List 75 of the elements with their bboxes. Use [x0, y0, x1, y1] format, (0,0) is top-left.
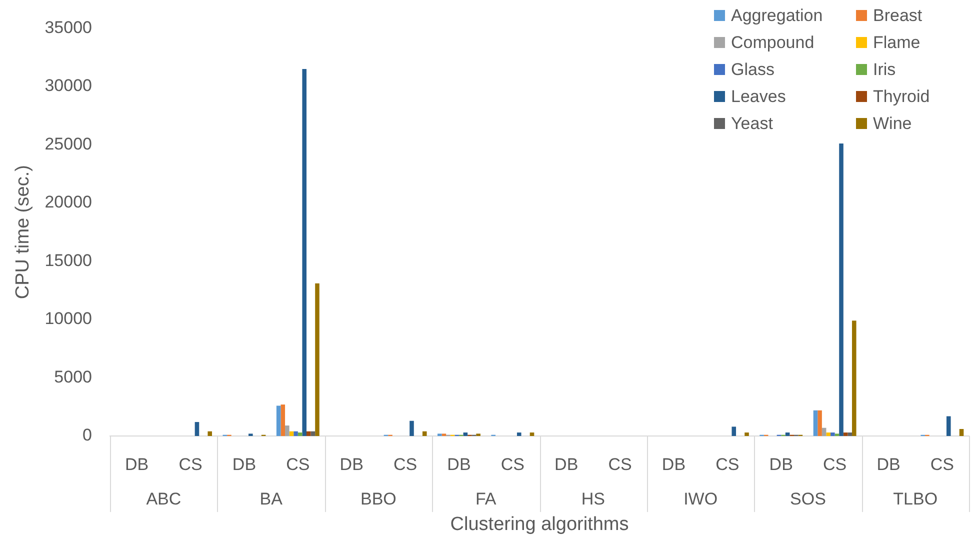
legend-label: Wine: [873, 114, 912, 134]
legend-label: Breast: [873, 6, 922, 26]
bar: [818, 410, 822, 436]
text: FA: [475, 490, 497, 509]
bar: [298, 432, 302, 436]
y-tick-label: 25000: [44, 134, 92, 154]
bar: [785, 432, 790, 436]
x-tick-label: DB: [232, 454, 256, 474]
text: HS: [581, 490, 606, 509]
bar: [294, 431, 298, 436]
bar: [302, 68, 307, 436]
x-tick-label: CS: [823, 454, 847, 474]
text: BA: [260, 490, 284, 509]
bar: [276, 406, 281, 436]
bar: [839, 144, 844, 436]
legend-label: Compound: [731, 32, 814, 52]
x-tick-label: DB: [876, 454, 900, 474]
bar: [946, 416, 951, 436]
text: ABC: [146, 490, 182, 509]
bar: [732, 426, 736, 436]
bar: [208, 431, 212, 436]
legend-label: Glass: [731, 60, 774, 80]
x-tick-label: DB: [554, 454, 578, 474]
x-tick-label: CS: [716, 454, 740, 474]
text: IWO: [684, 490, 718, 509]
y-axis-title: CPU time (sec.): [12, 165, 34, 300]
legend-label: Leaves: [731, 86, 786, 106]
x-tick-label: CS: [930, 454, 954, 474]
legend-label: Yeast: [731, 114, 773, 134]
bar: [315, 283, 320, 436]
bar: [194, 422, 200, 436]
y-tick-label: 0: [82, 426, 92, 445]
y-tick-label: 30000: [44, 76, 92, 96]
x-tick-label: CS: [500, 454, 524, 474]
bar: [813, 410, 818, 436]
bar: [843, 432, 848, 436]
bar: [422, 431, 427, 436]
y-tick-label: 10000: [44, 309, 92, 328]
bar: [280, 404, 286, 436]
x-tick-label: DB: [125, 454, 149, 474]
bar: [852, 320, 856, 436]
x-axis-title: Clustering algorithms: [450, 514, 629, 535]
bar: [289, 431, 294, 436]
bar: [848, 432, 852, 436]
y-tick-label: 20000: [44, 192, 92, 212]
x-tick-label: CS: [393, 454, 418, 474]
x-tick-label: DB: [340, 454, 364, 474]
bar: [310, 431, 316, 436]
legend-label: Thyroid: [873, 86, 930, 106]
legend-label: Aggregation: [731, 6, 823, 26]
x-tick-label: CS: [608, 454, 632, 474]
bar: [826, 432, 831, 436]
bar: [410, 420, 414, 436]
x-tick-label: DB: [769, 454, 793, 474]
y-tick-label: 35000: [44, 18, 92, 37]
y-tick-label: 5000: [54, 367, 92, 386]
x-tick-label: CS: [286, 454, 310, 474]
y-tick-label: 15000: [44, 250, 92, 270]
x-tick-label: DB: [447, 454, 471, 474]
bar: [306, 431, 311, 436]
bar: [530, 432, 534, 436]
bar: [830, 432, 835, 436]
bar: [285, 426, 290, 436]
bar: [959, 429, 964, 436]
bar: [463, 432, 468, 436]
text: BBO: [360, 490, 396, 509]
x-tick-label: DB: [662, 454, 686, 474]
text: TLBO: [893, 490, 938, 509]
bar: [516, 432, 522, 436]
legend-label: Flame: [873, 32, 920, 52]
bar: [744, 432, 749, 436]
x-tick-label: CS: [178, 454, 202, 474]
bar: [822, 428, 826, 436]
text: SOS: [790, 490, 826, 509]
legend-label: Iris: [873, 60, 896, 80]
